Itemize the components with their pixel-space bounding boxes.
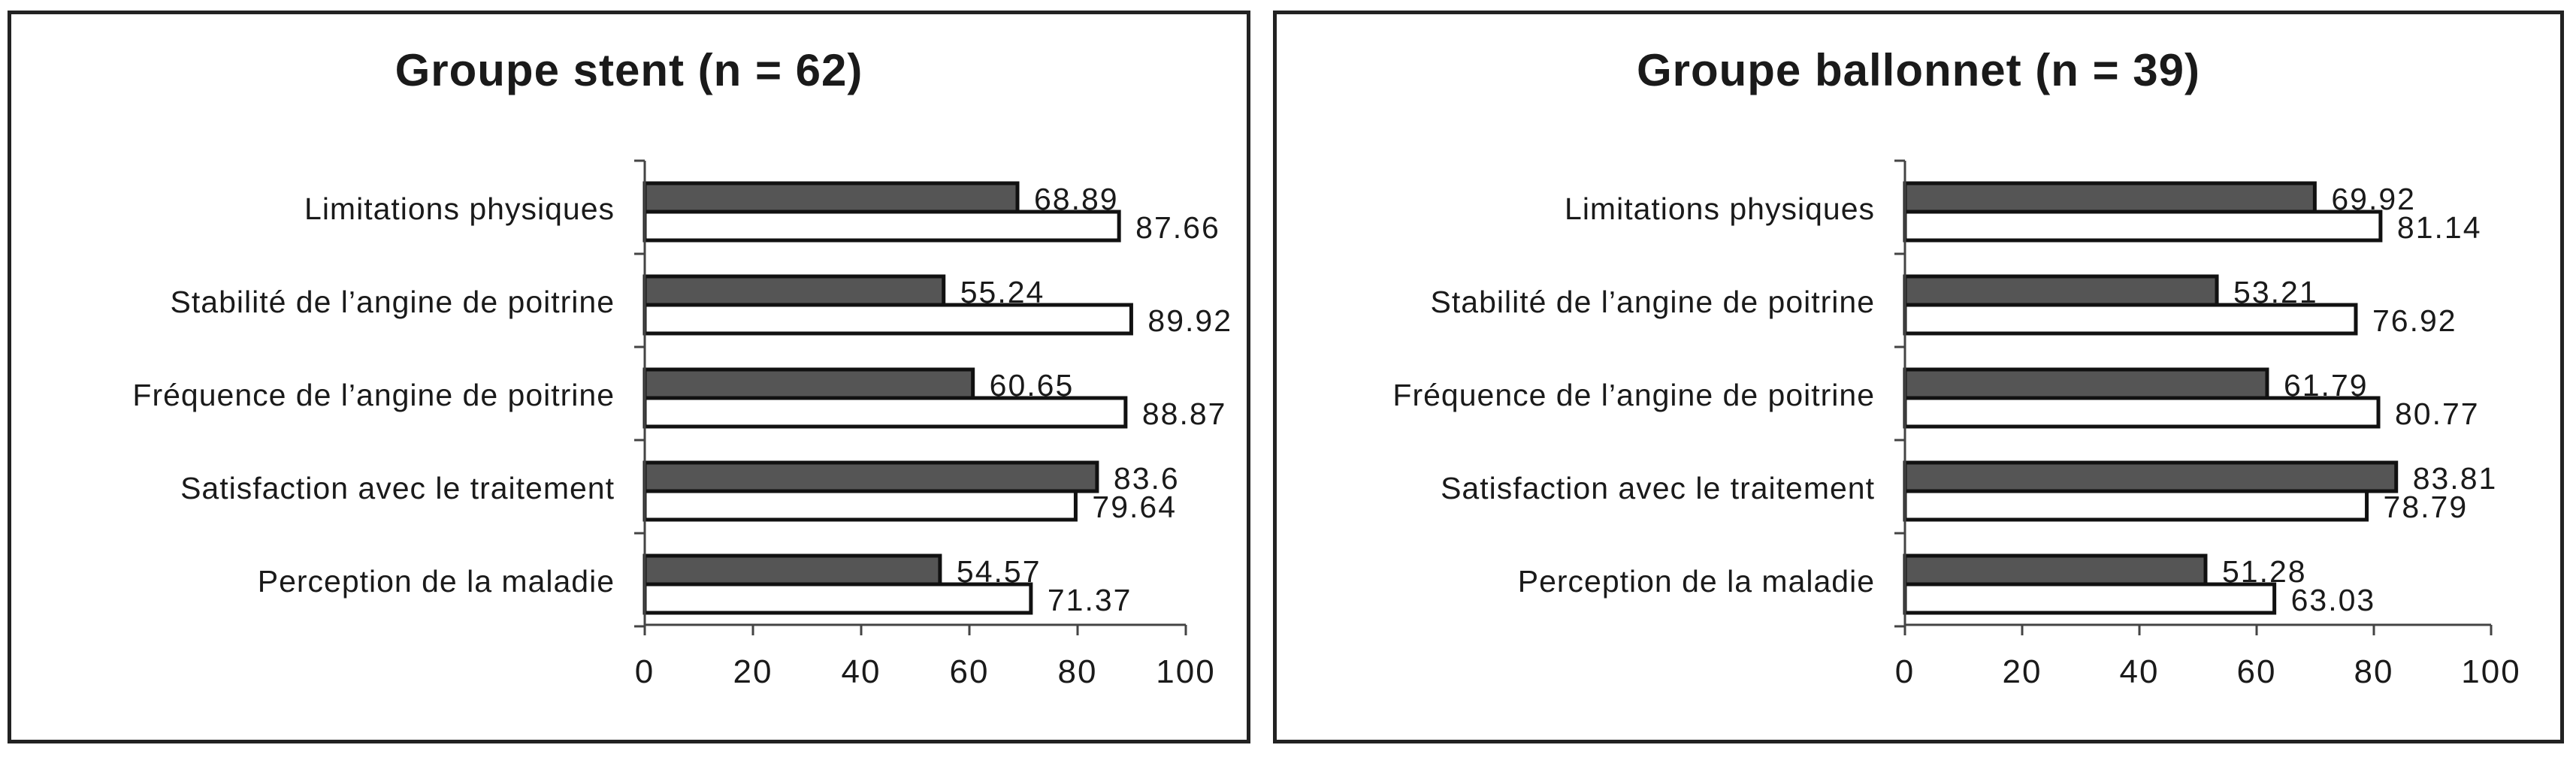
data-label: 80.77 [2395,397,2480,431]
category-label: Fréquence de l’angine de poitrine [132,378,615,412]
category-label: Stabilité de l’angine de poitrine [1431,285,1875,319]
bar [1903,367,2269,400]
x-tick-label: 60 [950,653,990,690]
chart-panel-stent: Groupe stent (n = 62) Limitations physiq… [8,11,1250,743]
bar [642,582,1033,615]
data-label: 79.64 [1092,490,1177,524]
data-label: 71.37 [1048,583,1132,617]
bar [642,274,946,307]
category-label: Perception de la maladie [1518,564,1875,599]
bar [1903,396,2381,429]
data-label: 78.79 [2384,490,2469,524]
data-label: 76.92 [2372,303,2457,338]
category-label: Limitations physiques [1565,192,1875,226]
x-tick-label: 40 [842,653,881,690]
category-label: Satisfaction avec le traitement [180,471,615,505]
bar [1903,553,2208,587]
x-tick-label: 20 [2003,653,2042,690]
category-label: Fréquence de l’angine de poitrine [1392,378,1875,412]
x-tick-label: 80 [2354,653,2394,690]
data-label: 83.6 [1114,461,1180,496]
data-label: 81.14 [2397,210,2482,245]
x-tick-label: 40 [2120,653,2160,690]
bar-chart: Limitations physiques 68.8987.66Stabilité… [132,159,1232,690]
bar [642,303,1133,336]
category-label: Satisfaction avec le traitement [1441,471,1875,505]
bar [1903,582,2277,615]
data-label: 89.92 [1147,303,1232,338]
category-label: Limitations physiques [304,192,615,226]
bar [642,489,1078,522]
data-label: 88.87 [1142,397,1227,431]
x-tick-label: 0 [1895,653,1915,690]
bar [1903,181,2317,214]
x-tick-label: 0 [635,653,655,690]
bar [1903,303,2358,336]
bar [642,367,975,400]
data-label: 83.81 [2413,461,2498,496]
bar [642,553,942,587]
chart-title: Groupe stent (n = 62) [395,45,863,95]
x-tick-label: 100 [2461,653,2520,690]
x-tick-label: 20 [733,653,773,690]
bar [1903,274,2219,307]
bar [1903,460,2399,493]
chart-panel-ballonnet: Groupe ballonnet (n = 39) Limitations ph… [1273,11,2564,743]
category-label: Stabilité de l’angine de poitrine [171,285,615,319]
bar [1903,210,2383,243]
bar [1903,489,2369,522]
bar [642,181,1020,214]
bar [642,460,1099,493]
category-label: Perception de la maladie [258,564,615,599]
x-tick-label: 60 [2237,653,2277,690]
x-tick-label: 80 [1058,653,1098,690]
data-label: 63.03 [2291,583,2376,617]
data-label: 87.66 [1135,210,1220,245]
bar [642,396,1128,429]
chart-title: Groupe ballonnet (n = 39) [1636,45,2201,95]
bar-chart: Limitations physiques 69.9281.14Stabilité… [1392,159,2520,690]
bar [642,210,1121,243]
x-tick-label: 100 [1156,653,1215,690]
